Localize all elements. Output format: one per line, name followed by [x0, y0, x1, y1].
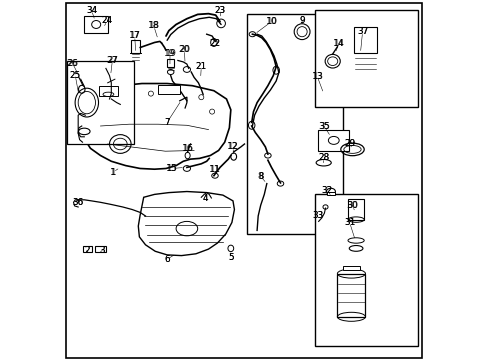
Text: 16: 16	[182, 144, 193, 153]
Bar	[337, 274, 365, 317]
Bar	[247, 14, 342, 234]
Text: 10: 10	[265, 17, 276, 26]
Text: 28: 28	[317, 153, 329, 162]
Bar	[131, 40, 140, 53]
Text: 34: 34	[86, 5, 97, 14]
Text: 19: 19	[164, 49, 175, 58]
Text: 37: 37	[356, 27, 367, 36]
Text: 19: 19	[164, 49, 175, 58]
Bar	[354, 27, 376, 53]
Text: 25: 25	[70, 71, 81, 80]
Text: 22: 22	[209, 40, 220, 49]
Bar	[343, 266, 359, 270]
Text: 9: 9	[299, 16, 304, 25]
Text: 6: 6	[164, 255, 169, 264]
Polygon shape	[138, 192, 234, 256]
Text: 31: 31	[344, 218, 354, 227]
Text: 25: 25	[69, 71, 80, 80]
Text: 3: 3	[99, 246, 105, 255]
Bar	[314, 10, 418, 107]
Text: 23: 23	[214, 5, 225, 14]
Text: 23: 23	[214, 5, 225, 14]
Text: 33: 33	[311, 211, 323, 220]
Text: 29: 29	[343, 139, 355, 148]
Bar	[167, 59, 174, 67]
Bar	[326, 192, 335, 195]
Text: 30: 30	[346, 201, 358, 210]
Text: 18: 18	[148, 21, 159, 30]
Bar	[314, 194, 418, 346]
Bar	[347, 199, 364, 220]
Bar	[158, 85, 179, 94]
Polygon shape	[81, 84, 230, 169]
Text: 4: 4	[203, 194, 208, 203]
Text: 2: 2	[84, 246, 89, 255]
Text: 26: 26	[66, 58, 78, 68]
Text: 26: 26	[67, 58, 78, 68]
Text: 4: 4	[203, 194, 208, 203]
Text: 2: 2	[84, 246, 89, 255]
Text: 12: 12	[227, 142, 238, 151]
Text: 24: 24	[102, 16, 112, 25]
Text: 24: 24	[101, 16, 112, 25]
Text: 14: 14	[333, 39, 344, 48]
Text: 28: 28	[318, 153, 328, 162]
Bar	[95, 246, 106, 252]
Text: 16: 16	[182, 144, 193, 153]
Bar	[99, 86, 118, 96]
Text: 10: 10	[265, 17, 277, 26]
Text: 27: 27	[106, 56, 118, 65]
Text: 31: 31	[343, 218, 355, 227]
Bar	[67, 61, 134, 144]
Text: 9: 9	[299, 16, 305, 25]
Text: 36: 36	[72, 198, 84, 207]
Text: 13: 13	[311, 72, 322, 81]
Text: 7: 7	[164, 118, 170, 127]
Text: 18: 18	[148, 21, 159, 30]
Text: 8: 8	[257, 172, 263, 181]
Text: 1: 1	[110, 167, 116, 176]
Text: 29: 29	[344, 139, 354, 148]
Bar	[318, 130, 348, 151]
Text: 27: 27	[107, 56, 118, 65]
Text: 11: 11	[209, 165, 220, 174]
Text: 17: 17	[129, 31, 140, 40]
Text: 21: 21	[195, 62, 206, 71]
Text: 15: 15	[166, 164, 177, 173]
Text: 11: 11	[209, 165, 220, 174]
Text: 34: 34	[85, 5, 97, 14]
Text: 33: 33	[312, 211, 323, 220]
Text: 7: 7	[164, 118, 169, 127]
Text: 1: 1	[110, 167, 116, 176]
Text: 12: 12	[227, 142, 238, 151]
Text: 15: 15	[166, 164, 177, 173]
Text: 3: 3	[100, 246, 105, 255]
Text: 20: 20	[179, 45, 189, 54]
Bar	[83, 246, 92, 252]
Text: 14: 14	[332, 39, 344, 48]
Text: 37: 37	[356, 27, 367, 36]
Bar	[84, 16, 107, 33]
Text: 32: 32	[321, 186, 332, 194]
Text: 30: 30	[346, 201, 357, 210]
Text: 32: 32	[321, 186, 332, 194]
Text: 13: 13	[311, 72, 322, 81]
Text: 5: 5	[227, 253, 233, 262]
Text: 22: 22	[209, 40, 220, 49]
Text: 36: 36	[73, 198, 83, 207]
Text: 21: 21	[195, 62, 206, 71]
Text: 35: 35	[318, 122, 329, 131]
Text: 17: 17	[129, 31, 140, 40]
Text: 6: 6	[164, 255, 170, 264]
Text: 35: 35	[318, 122, 329, 131]
Text: 20: 20	[178, 45, 190, 54]
Text: 8: 8	[258, 172, 263, 181]
Text: 5: 5	[227, 253, 233, 262]
